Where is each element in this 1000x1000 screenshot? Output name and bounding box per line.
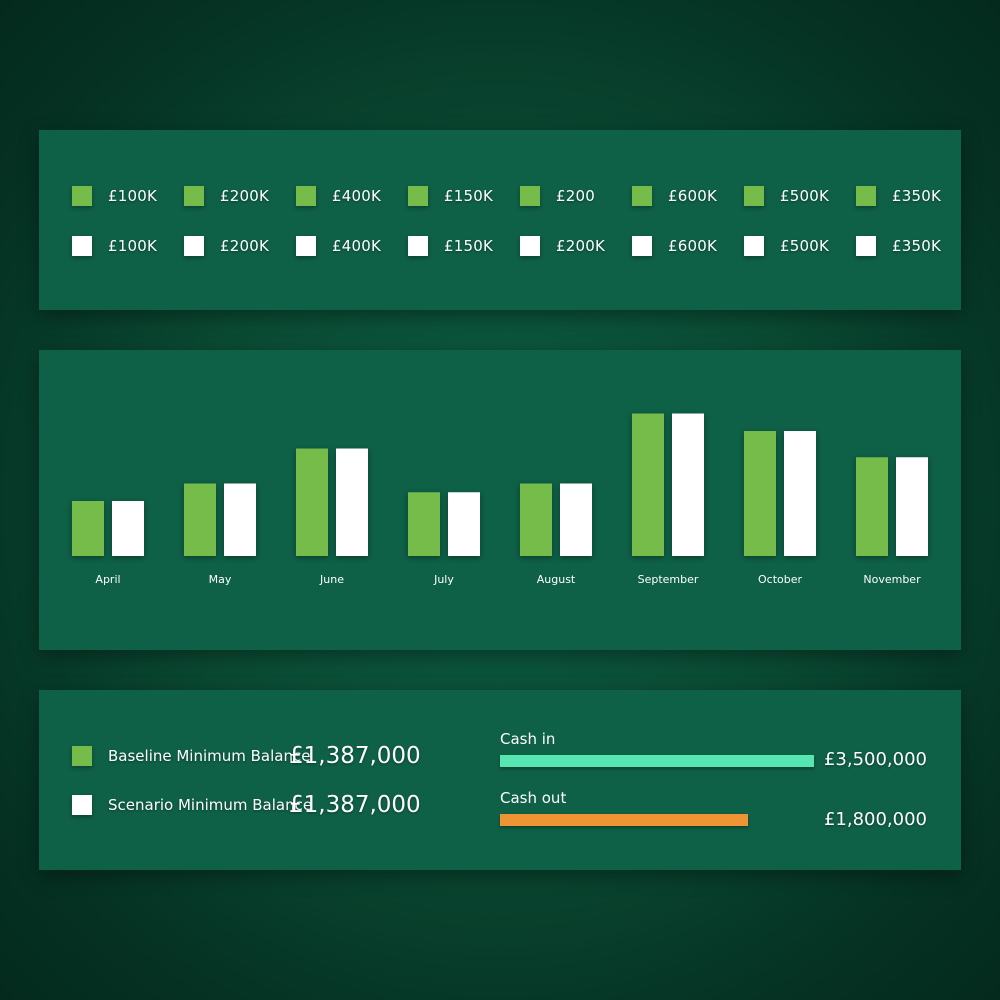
scenario-bar [784,431,816,556]
baseline-bar [520,483,552,556]
baseline-summary-value: £1,387,000 [289,743,421,769]
scenario-legend-swatch [296,236,316,256]
baseline-bar [408,492,440,556]
scenario-legend-label: £200K [556,237,606,255]
scenario-legend-label: £400K [332,237,382,255]
baseline-legend-swatch [856,186,876,206]
baseline-bar [744,431,776,556]
baseline-legend-item: £400K [296,186,381,206]
scenario-bar [672,413,704,556]
scenario-legend-label: £100K [108,237,158,255]
scenario-bar [336,448,368,556]
baseline-legend-item: £200K [184,186,269,206]
bar-chart: April May June July August September October No… [72,413,928,586]
baseline-bar [856,457,888,556]
scenario-legend-label: £200K [220,237,270,255]
scenario-legend-label: £500K [780,237,830,255]
x-tick-label: June [319,573,344,586]
baseline-swatch [72,746,92,766]
cash-out-value: £1,800,000 [823,809,927,830]
baseline-bar [632,413,664,556]
scenario-legend-swatch [856,236,876,256]
legend-panel: £100K £200K £400K £150K £200 £600K £500K £350K £… [39,130,961,310]
scenario-bar [448,492,480,556]
cash-in-bar [500,755,814,767]
baseline-legend-label: £350K [892,187,942,205]
scenario-legend-item: £150K [408,236,493,256]
x-tick-label: October [758,573,802,586]
scenario-swatch [72,795,92,815]
scenario-bar [224,483,256,556]
chart-panel: April May June July August September October No… [39,350,961,650]
baseline-legend-label: £600K [668,187,718,205]
scenario-legend-label: £150K [444,237,494,255]
scenario-legend-label: £350K [892,237,942,255]
cash-out-bar [500,814,749,826]
baseline-legend-label: £100K [108,187,158,205]
baseline-legend-swatch [632,186,652,206]
scenario-legend-item: £200K [184,236,269,256]
cash-out-label: Cash out [500,789,567,807]
scenario-bar [560,483,592,556]
x-tick-label: April [95,573,120,586]
baseline-legend-label: £400K [332,187,382,205]
scenario-legend-swatch [72,236,92,256]
scenario-summary-value: £1,387,000 [289,792,421,818]
scenario-legend-item: £400K [296,236,381,256]
scenario-legend-item: £600K [632,236,717,256]
cash-in-label: Cash in [500,730,556,748]
baseline-legend-swatch [296,186,316,206]
scenario-legend-item: £100K [72,236,157,256]
baseline-legend-swatch [184,186,204,206]
cash-in-value: £3,500,000 [823,749,927,770]
baseline-bar [184,483,216,556]
baseline-legend-swatch [520,186,540,206]
baseline-legend-label: £200K [220,187,270,205]
baseline-bar [296,448,328,556]
scenario-summary-label: Scenario Minimum Balance [108,796,313,814]
x-tick-label: September [638,573,699,586]
scenario-legend-item: £500K [744,236,829,256]
x-tick-label: May [209,573,232,586]
x-tick-label: August [537,573,576,586]
baseline-legend-label: £150K [444,187,494,205]
baseline-legend-item: £100K [72,186,157,206]
scenario-legend-item: £350K [856,236,941,256]
baseline-legend-label: £500K [780,187,830,205]
x-tick-label: July [433,573,454,586]
baseline-summary-label: Baseline Minimum Balance [108,747,311,765]
baseline-bar [72,501,104,556]
scenario-legend-swatch [408,236,428,256]
x-tick-label: November [863,573,921,586]
baseline-legend-swatch [744,186,764,206]
scenario-summary-row: Scenario Minimum Balance £1,387,000 [72,792,421,818]
scenario-bar [896,457,928,556]
scenario-legend-swatch [520,236,540,256]
cash-in-track [500,755,814,767]
baseline-legend-item: £600K [632,186,717,206]
cash-out-track [500,814,814,826]
scenario-legend-label: £600K [668,237,718,255]
scenario-legend-swatch [744,236,764,256]
baseline-legend-swatch [408,186,428,206]
baseline-summary-row: Baseline Minimum Balance £1,387,000 [72,743,421,769]
baseline-legend-item: £200 [520,186,595,206]
scenario-legend-swatch [184,236,204,256]
scenario-bar [112,501,144,556]
baseline-legend-item: £500K [744,186,829,206]
scenario-legend-swatch [632,236,652,256]
summary-panel: Baseline Minimum Balance £1,387,000 Scen… [39,690,961,870]
baseline-legend-item: £350K [856,186,941,206]
baseline-legend-label: £200 [556,187,595,205]
scenario-legend-item: £200K [520,236,605,256]
baseline-legend-item: £150K [408,186,493,206]
baseline-legend-swatch [72,186,92,206]
